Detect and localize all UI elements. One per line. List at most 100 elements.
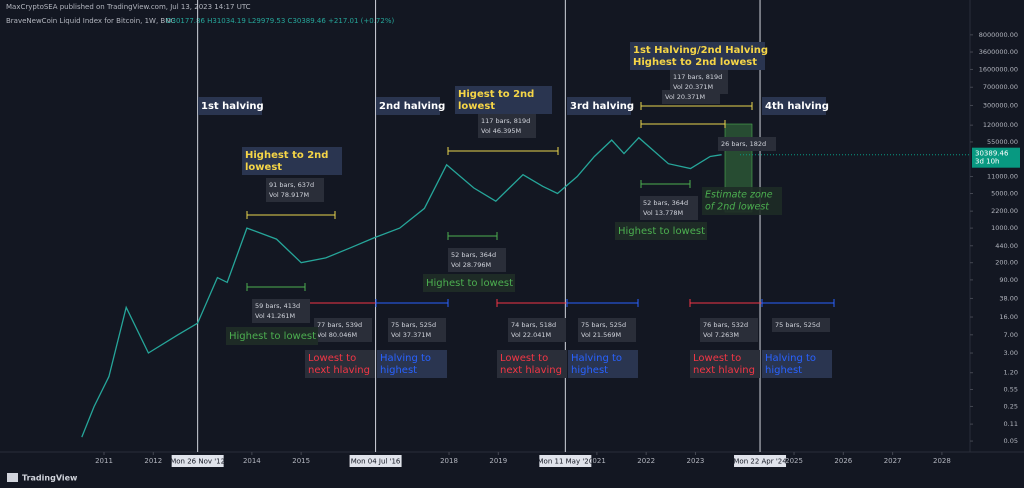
x-tick-label: 2027 [884, 457, 902, 465]
y-tick-label: 7.00 [1004, 331, 1018, 339]
blue-note: Halving to [380, 353, 431, 364]
footer-brand: TradingView [22, 474, 78, 483]
measure-label: 74 bars, 518d [511, 321, 556, 329]
red-note: next hlaving [308, 365, 370, 376]
measure-label: Vol 41.261M [255, 312, 295, 320]
halving-date: Mon 04 Jul '16 [351, 458, 401, 466]
price-line [81, 136, 722, 438]
estimate-note: Estimate zone [705, 190, 773, 201]
measure-label-box [252, 299, 310, 323]
x-tick-label: 2014 [243, 457, 261, 465]
ohlc: O30177.86 H31034.19 L29979.53 C30389.46 … [166, 17, 394, 25]
measure-label-box [772, 318, 830, 332]
measure-label: 77 bars, 539d [317, 321, 362, 329]
measure-label: 91 bars, 637d [269, 181, 314, 189]
halving-date-box [734, 455, 787, 467]
y-tick-label: 0.55 [1004, 386, 1018, 394]
y-tick-label: 3600000.00 [979, 48, 1018, 56]
halving-date: Mon 22 Apr '24 [733, 458, 787, 466]
measure-label-box [662, 90, 720, 104]
measure-label-box [448, 248, 506, 272]
yellow-note: 1st Halving/2nd Halving [633, 45, 768, 56]
estimate-note: of 2nd lowest [705, 202, 770, 213]
x-tick-label: 2026 [834, 457, 852, 465]
red-note: next hlaving [500, 365, 562, 376]
measure-label-box [700, 318, 758, 342]
red-note: Lowest to [500, 353, 548, 364]
symbol: BraveNewCoin Liquid Index for Bitcoin, 1… [6, 17, 175, 25]
yellow-note: Higest to 2nd [458, 89, 534, 100]
y-tick-label: 3.00 [1004, 349, 1018, 357]
measure-label: Vol 80.046M [317, 331, 357, 339]
y-tick-label: 2200.00 [991, 207, 1018, 215]
measure-label: Vol 7.263M [703, 331, 739, 339]
halving-title: 3rd halving [570, 101, 634, 112]
red-note-box [690, 350, 760, 378]
yellow-note: Highest to 2nd lowest [633, 57, 757, 68]
blue-note: Halving to [571, 353, 622, 364]
red-note-box [497, 350, 567, 378]
y-tick-label: 300000.00 [983, 101, 1018, 109]
red-note: next hlaving [693, 365, 755, 376]
y-tick-label: 1600000.00 [979, 65, 1018, 73]
green-note-box [615, 222, 707, 240]
y-tick-label: 200.00 [995, 259, 1018, 267]
measure-label: Vol 28.796M [451, 261, 491, 269]
measure-label: 52 bars, 364d [451, 251, 496, 259]
x-tick-label: 2018 [440, 457, 458, 465]
y-tick-label: 16.00 [999, 313, 1018, 321]
measure-label: Vol 46.395M [481, 127, 521, 135]
y-tick-label: 1000.00 [991, 224, 1018, 232]
x-tick-label: 2021 [588, 457, 606, 465]
blue-note: highest [571, 365, 608, 376]
y-tick-label: 90.00 [999, 276, 1018, 284]
blue-note-box [762, 350, 832, 378]
x-tick-label: 2019 [489, 457, 507, 465]
y-tick-label: 700000.00 [983, 83, 1018, 91]
brand-logo [7, 473, 18, 482]
last-price-box [972, 147, 1020, 168]
halving-title: 1st halving [201, 101, 264, 112]
yellow-note-box [630, 42, 765, 70]
x-tick-label: 2025 [785, 457, 803, 465]
y-tick-label: 0.25 [1004, 402, 1018, 410]
blue-note: Halving to [765, 353, 816, 364]
measure-label: 117 bars, 819d [481, 117, 530, 125]
measure-label: 117 bars, 819d [673, 73, 722, 81]
measure-label-box [388, 318, 446, 342]
last-price: 30389.46 [975, 150, 1009, 158]
measure-label-box [314, 318, 372, 342]
measure-label: 75 bars, 525d [581, 321, 626, 329]
countdown: 3d 10h [975, 158, 999, 166]
halving-title-box [567, 97, 631, 115]
measure-label-box [266, 178, 324, 202]
publisher: MaxCryptoSEA published on TradingView.co… [6, 3, 251, 11]
measure-label: Vol 22.041M [511, 331, 551, 339]
y-tick-label: 55000.00 [987, 138, 1018, 146]
blue-note: highest [765, 365, 802, 376]
halving-title-box [762, 97, 826, 115]
measure-label: Vol 13.778M [643, 209, 683, 217]
measure-label: Vol 20.371M [673, 83, 713, 91]
blue-note: highest [380, 365, 417, 376]
measure-label-box [578, 318, 636, 342]
halving-date-box [171, 455, 224, 467]
x-tick-label: 2015 [292, 457, 310, 465]
measure-label: 52 bars, 364d [643, 199, 688, 207]
x-tick-label: 2028 [933, 457, 951, 465]
y-tick-label: 8000000.00 [979, 31, 1018, 39]
measure-label: Vol 20.371M [665, 93, 705, 101]
measure-label-box [718, 137, 776, 151]
yellow-note: Highest to 2nd [245, 150, 328, 161]
y-tick-label: 11000.00 [987, 173, 1018, 181]
yellow-note-box [455, 86, 552, 114]
red-note: Lowest to [693, 353, 741, 364]
red-note: Lowest to [308, 353, 356, 364]
y-tick-label: 0.11 [1004, 420, 1018, 428]
y-tick-label: 0.05 [1004, 437, 1018, 445]
measure-label-box [640, 196, 698, 220]
measure-label-box [508, 318, 566, 342]
blue-note-box [377, 350, 447, 378]
